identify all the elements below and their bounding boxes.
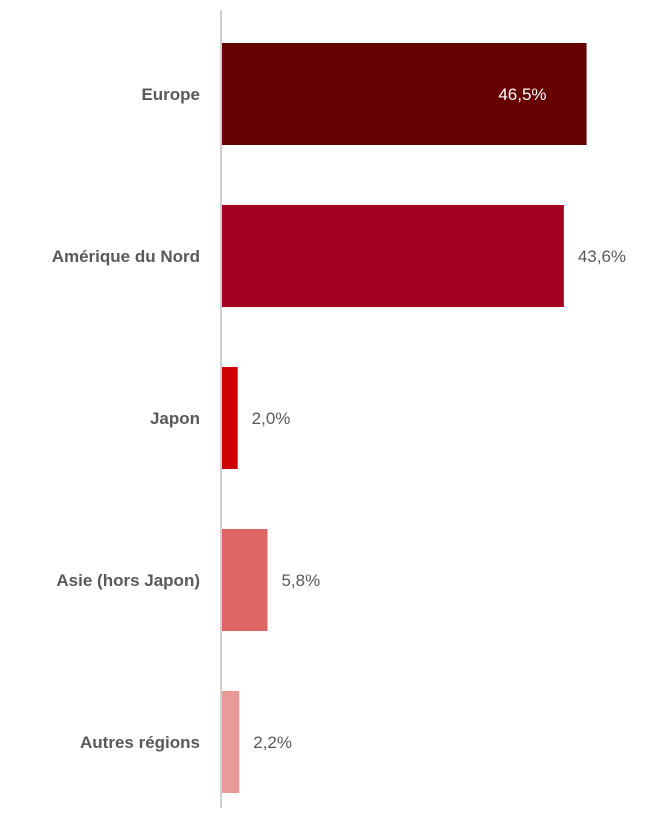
bar-2 <box>222 367 238 469</box>
category-label-0: Europe <box>141 85 200 104</box>
bar-4 <box>222 691 240 793</box>
bar-0 <box>222 43 587 145</box>
category-label-2: Japon <box>150 409 200 428</box>
category-label-1: Amérique du Nord <box>52 247 200 266</box>
value-label-1: 43,6% <box>578 247 626 266</box>
value-label-3: 5,8% <box>281 571 320 590</box>
value-label-4: 2,2% <box>253 733 292 752</box>
value-label-2: 2,0% <box>252 409 291 428</box>
category-label-3: Asie (hors Japon) <box>56 571 200 590</box>
category-label-4: Autres régions <box>80 733 200 752</box>
bar-1 <box>222 205 564 307</box>
bar-3 <box>222 529 268 631</box>
value-label-0: 46,5% <box>498 85 546 104</box>
bars-group: Europe 46,5% Amérique du Nord 43,6% Japon 2,0… <box>52 43 626 793</box>
